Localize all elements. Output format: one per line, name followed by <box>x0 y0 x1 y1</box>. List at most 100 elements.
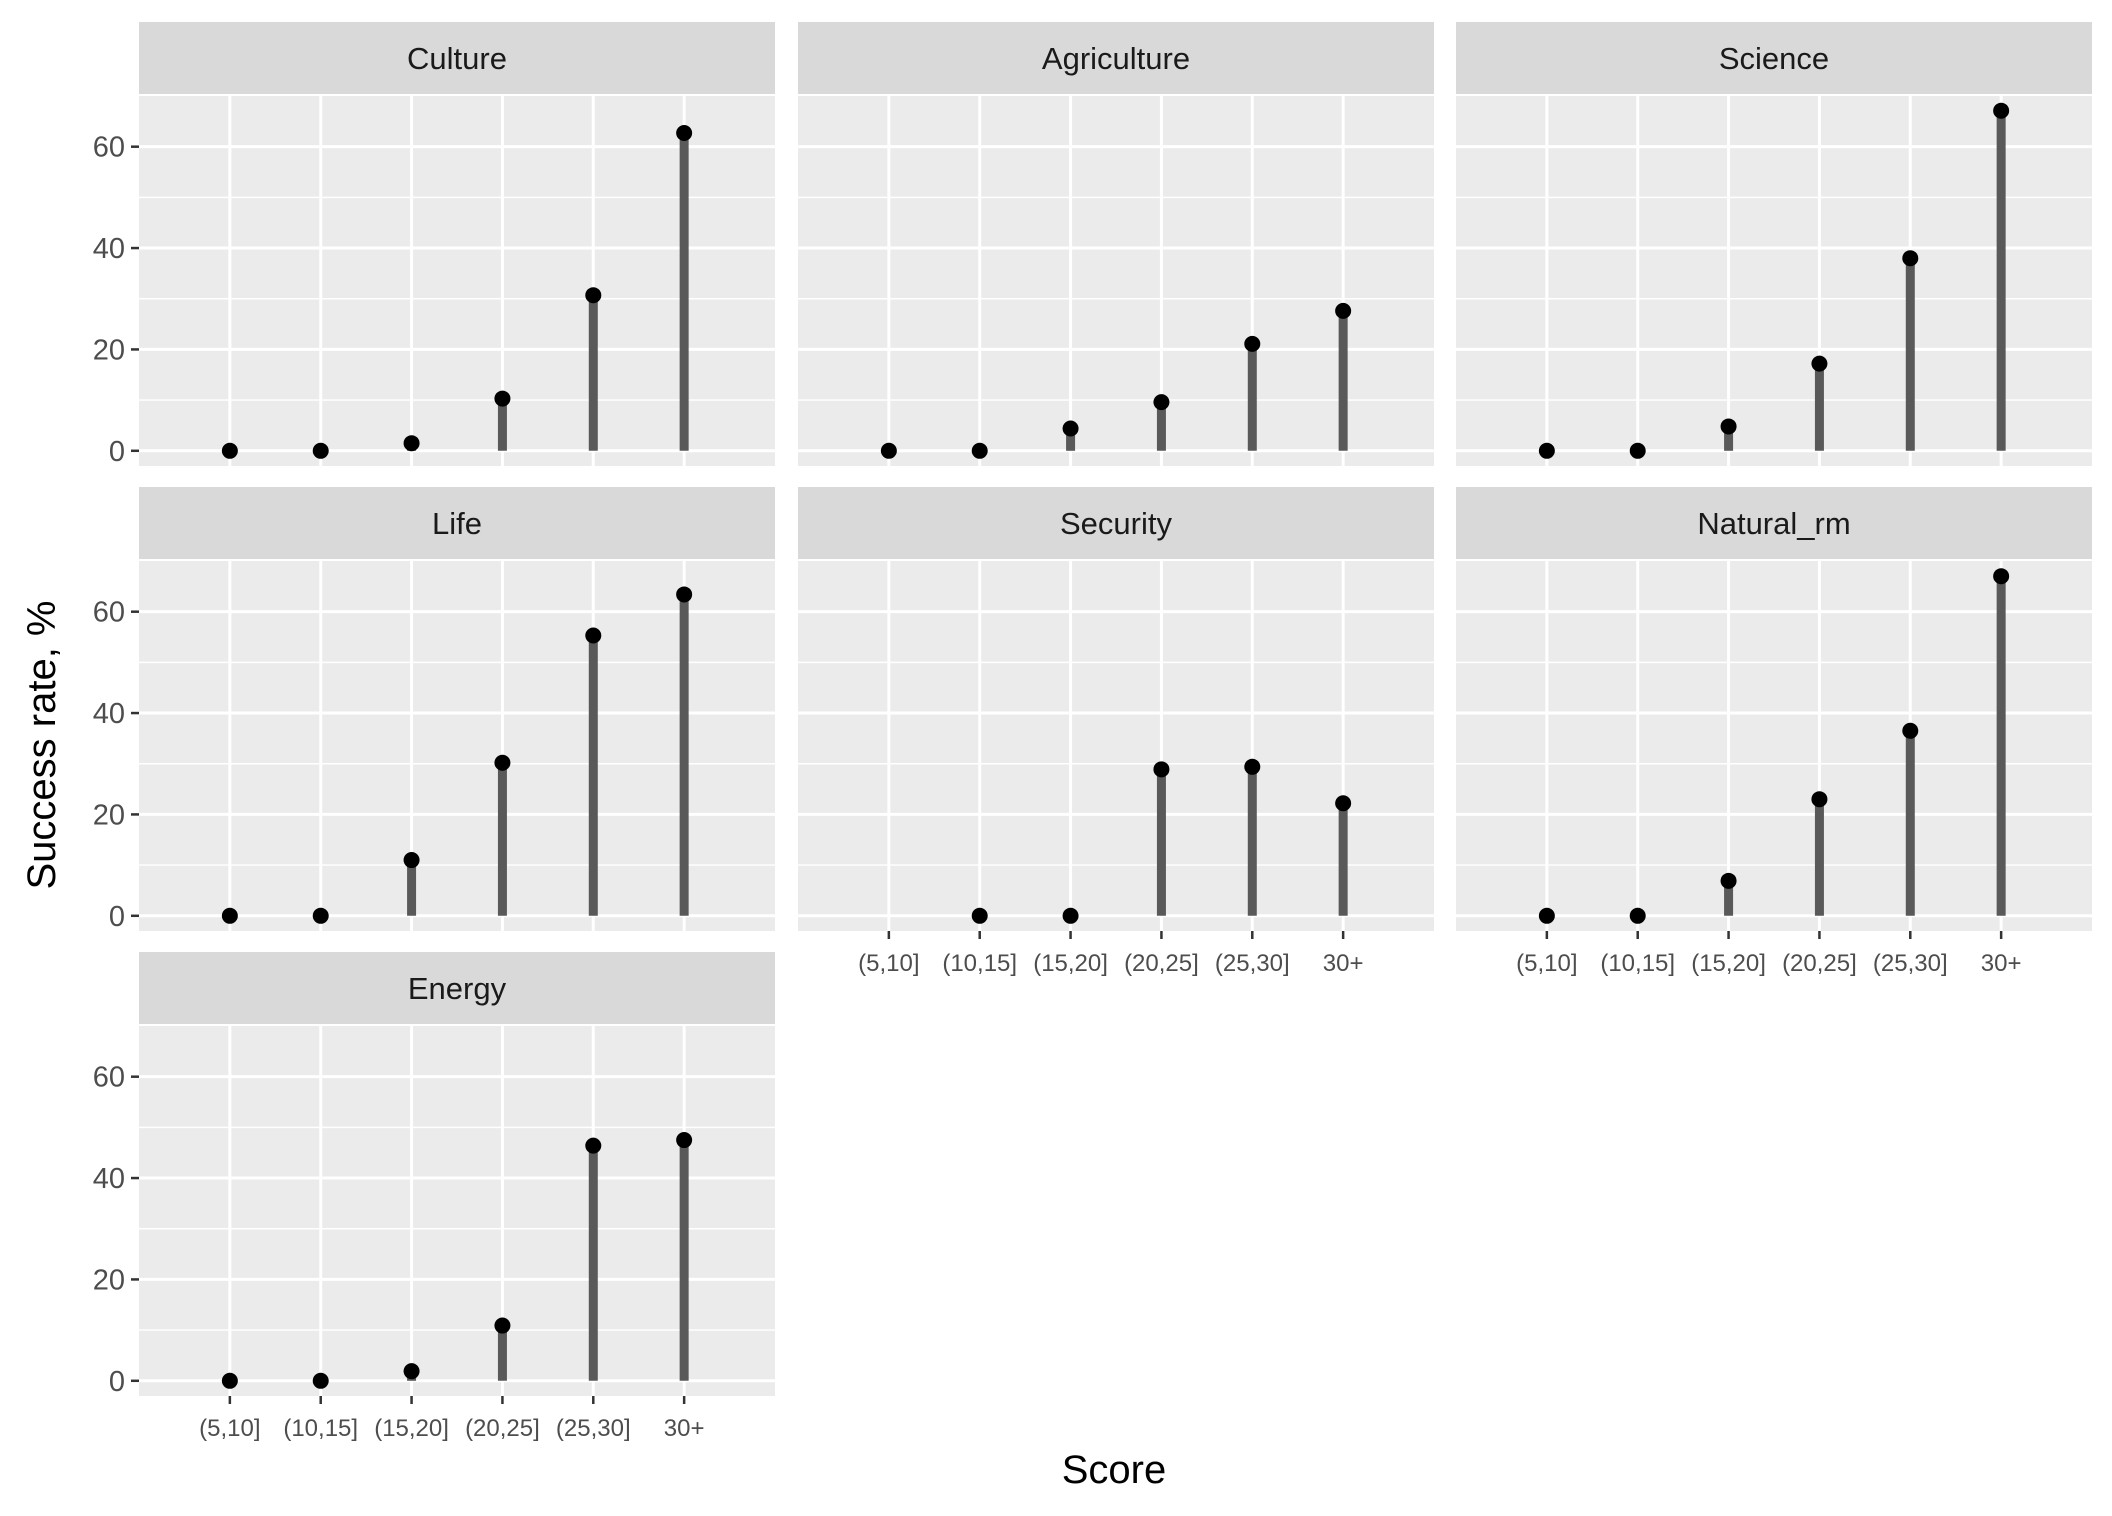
point-energy-0 <box>221 1372 238 1389</box>
x-tick-label: (10,15] <box>942 950 1017 977</box>
point-energy-2 <box>403 1363 420 1380</box>
panel-life: Life 0 20 40 60 <box>93 487 775 933</box>
point-culture-5 <box>676 125 693 141</box>
x-tick-label: (20,25] <box>1124 950 1199 977</box>
point-life-1 <box>312 907 329 924</box>
strip-label: Security <box>1060 506 1172 541</box>
strip-label: Natural_rm <box>1697 506 1850 541</box>
point-agriculture-5 <box>1335 302 1352 319</box>
x-tick-label: (15,20] <box>374 1415 449 1442</box>
point-life-5 <box>676 586 693 603</box>
panel-bg <box>1456 561 2092 931</box>
panel-bg <box>139 96 775 466</box>
strip-bg <box>798 487 1434 559</box>
y-tick-label: 0 <box>109 901 125 933</box>
y-tick-label: 40 <box>93 233 125 265</box>
y-axis-title: Success rate, % <box>20 600 64 889</box>
x-tick-label: (5,10] <box>199 1415 260 1442</box>
strip-label: Life <box>432 506 482 541</box>
point-culture-3 <box>494 390 511 407</box>
panel-bg <box>1456 96 2092 466</box>
panel-bg <box>798 561 1434 931</box>
y-tick-label: 20 <box>93 334 125 366</box>
x-tick-label: (25,30] <box>556 1415 631 1442</box>
point-culture-0 <box>221 442 238 459</box>
panel-bg <box>798 96 1434 466</box>
point-science-1 <box>1629 442 1646 459</box>
point-culture-2 <box>403 435 420 452</box>
point-natural-rm-0 <box>1538 907 1555 924</box>
y-tick-label: 0 <box>109 1366 125 1398</box>
y-tick-label: 20 <box>93 1264 125 1296</box>
point-science-2 <box>1720 418 1737 435</box>
panel-security: Security (5,10] (10,15] (15,20] (20,25] (25,3… <box>798 487 1434 977</box>
point-natural-rm-2 <box>1720 872 1737 889</box>
point-science-5 <box>1993 102 2010 119</box>
point-life-0 <box>221 907 238 924</box>
y-tick-label: 40 <box>93 1163 125 1195</box>
x-tick-label: (20,25] <box>1782 950 1857 977</box>
panel-agriculture: Agriculture <box>798 22 1434 466</box>
point-security-1 <box>971 907 988 924</box>
strip-bg <box>1456 487 2092 559</box>
x-tick-label: (5,10] <box>858 950 919 977</box>
x-tick-label: (5,10] <box>1516 950 1577 977</box>
panels-layer: Culture 0 20 40 60 Agriculture Science Life 0 20 4… <box>93 22 2092 1442</box>
point-natural-rm-3 <box>1811 791 1828 808</box>
panel-culture: Culture 0 20 40 60 <box>93 22 775 468</box>
point-energy-5 <box>676 1132 693 1149</box>
x-axis-title: Score <box>1062 1448 1167 1492</box>
y-tick-label: 0 <box>109 436 125 468</box>
point-science-3 <box>1811 355 1828 372</box>
strip-label: Culture <box>407 41 507 76</box>
point-natural-rm-5 <box>1993 568 2010 585</box>
point-culture-4 <box>585 287 602 304</box>
y-tick-label: 60 <box>93 1062 125 1094</box>
point-energy-4 <box>585 1137 602 1154</box>
x-tick-label: (15,20] <box>1691 950 1766 977</box>
x-tick-label: (15,20] <box>1033 950 1108 977</box>
point-security-2 <box>1062 907 1079 924</box>
strip-bg <box>139 952 775 1024</box>
point-agriculture-1 <box>971 442 988 459</box>
x-tick-label: (25,30] <box>1215 950 1290 977</box>
point-agriculture-4 <box>1244 335 1261 352</box>
point-culture-1 <box>312 442 329 459</box>
x-tick-label: 30+ <box>1323 950 1364 977</box>
point-life-3 <box>494 754 511 771</box>
panel-science: Science <box>1456 22 2092 466</box>
panel-energy: Energy 0 20 40 60 (5,10] (10,15] (15,20] (20,25]… <box>93 952 775 1442</box>
y-tick-label: 60 <box>93 132 125 164</box>
strip-label: Science <box>1719 41 1829 76</box>
strip-label: Agriculture <box>1042 41 1190 76</box>
point-life-4 <box>585 627 602 644</box>
panel-bg <box>139 1026 775 1396</box>
x-tick-label: (10,15] <box>1600 950 1675 977</box>
point-life-2 <box>403 852 420 869</box>
point-energy-3 <box>494 1317 511 1334</box>
strip-label: Energy <box>408 971 507 1006</box>
point-security-4 <box>1244 758 1261 775</box>
x-tick-label: 30+ <box>1981 950 2022 977</box>
y-tick-label: 20 <box>93 799 125 831</box>
point-natural-rm-4 <box>1902 722 1919 739</box>
point-science-4 <box>1902 250 1919 267</box>
y-tick-label: 40 <box>93 698 125 730</box>
point-natural-rm-1 <box>1629 907 1646 924</box>
panel-natural-rm: Natural_rm (5,10] (10,15] (15,20] (20,25] (25… <box>1456 487 2092 977</box>
point-agriculture-3 <box>1153 394 1170 411</box>
point-agriculture-2 <box>1062 420 1079 437</box>
x-tick-label: 30+ <box>664 1415 705 1442</box>
point-security-3 <box>1153 761 1170 778</box>
point-energy-1 <box>312 1372 329 1389</box>
y-tick-label: 60 <box>93 597 125 629</box>
strip-bg <box>1456 22 2092 94</box>
panel-bg <box>139 561 775 931</box>
strip-bg <box>139 22 775 94</box>
strip-bg <box>139 487 775 559</box>
point-science-0 <box>1538 442 1555 459</box>
strip-bg <box>798 22 1434 94</box>
x-tick-label: (10,15] <box>283 1415 358 1442</box>
